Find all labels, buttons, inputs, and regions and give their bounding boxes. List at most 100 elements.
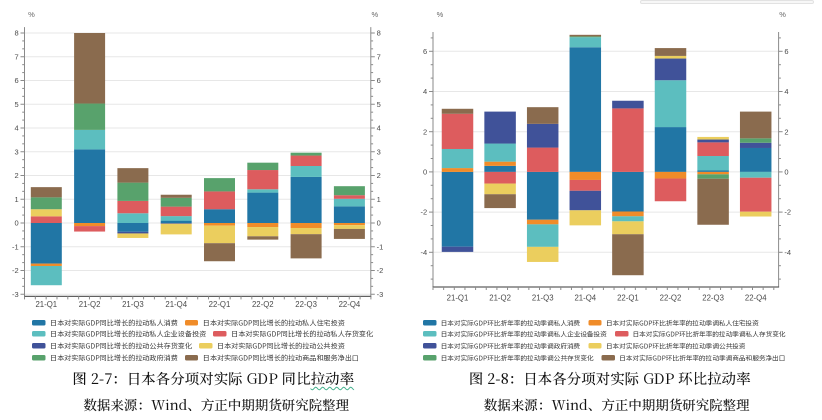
legend-swatch (185, 354, 199, 361)
figure-2-8-caption: 图 2-8：日本各分项对实际 GDP 环比拉动率 (468, 367, 751, 389)
y-axis-label: -2 (12, 266, 19, 275)
y-axis-label: 7 (15, 52, 19, 61)
x-axis-label: 21-Q3 (122, 300, 144, 309)
y-axis-label: 4 (15, 124, 19, 133)
legend-item: 日本对实际GDP环比折年率的拉动季调公共投资 (587, 341, 745, 350)
bar-segment (204, 243, 235, 262)
legend-item: 日本对实际GDP环比折年率的拉动季调公共存货变化 (422, 353, 593, 362)
bar-segment (160, 197, 192, 207)
stacked-bar-chart-yoy: 8 87 76 65 54 43 32 21 10 0-1 -1-2 -2-3 -3% %21-Q1 21-… (12, 10, 383, 309)
y-axis-label: 5 (15, 100, 19, 109)
legend-item: 日本对实际GDP同比增长的拉动公共投资 (199, 341, 345, 351)
bar-segment (117, 231, 149, 234)
bar-segment (30, 209, 62, 217)
bar-segment (160, 206, 192, 217)
legend-series-name: 日本对实际GDP环比折年率的拉动季调政府消费 (440, 340, 580, 351)
bar-segment (74, 223, 106, 227)
legend-series-name: 日本对实际GDP同比增长的拉动公共投资 (217, 340, 346, 351)
bar-segment (30, 263, 62, 266)
bar-segment (739, 142, 772, 148)
bar-segment (526, 107, 559, 124)
bar-segment (290, 166, 322, 177)
legend-series-name: 日本对实际GDP环比折年率的拉动季调私人住宅投资 (605, 317, 759, 328)
legend-swatch (422, 331, 437, 337)
bar-segment (441, 171, 474, 247)
bar-segment (526, 224, 559, 247)
bar-segment (569, 210, 602, 226)
x-axis-label: 22-Q2 (660, 294, 682, 303)
y-axis-label: -4 (784, 248, 791, 257)
legend-series-name: 日本对实际GDP同比增长的拉动商品和服务净出口 (203, 352, 360, 363)
x-axis-label: 21-Q4 (165, 300, 187, 309)
bar-segment (441, 168, 474, 172)
bar-segment (484, 111, 516, 144)
y-axis-label: 8 (15, 29, 19, 38)
bar-segment (247, 192, 279, 223)
bar-segment (484, 171, 516, 184)
bar-segment (160, 223, 192, 224)
legend-series-name: 日本对实际GDP环比折年率的拉动季调商品和服务净出口 (618, 352, 786, 363)
bar-segment (569, 190, 602, 211)
bar-segment (247, 223, 279, 228)
bar-segment (290, 223, 322, 228)
bar-segment (612, 234, 644, 276)
bar-segment (160, 194, 192, 198)
y-axis-label: -1 (12, 242, 19, 251)
bar-segment (30, 216, 62, 223)
y-axis-label: 8 (377, 29, 381, 38)
legend-row: 日本对实际GDP环比折年率的拉动季调政府消费 日本对实际GDP环比折年率的拉动季调… (422, 340, 745, 352)
bar-segment (612, 221, 644, 235)
bar-segment (333, 225, 365, 229)
bar-segment (204, 223, 235, 226)
legend-series-name: 日本对实际GDP同比增长的拉动政府消费 (50, 352, 179, 363)
unit-label: % (371, 10, 378, 19)
y-axis-label: -1 (377, 242, 384, 251)
bar-segment (612, 108, 644, 172)
bar-segment (697, 171, 729, 175)
unit-label: % (779, 10, 786, 19)
legend-item: 日本对实际GDP同比增长的拉动政府消费 (32, 352, 178, 362)
bar-segment (160, 223, 192, 235)
bar-segment (654, 58, 687, 81)
bar-segment (654, 127, 687, 172)
unit-label: % (28, 10, 35, 19)
bar-segment (697, 178, 729, 225)
y-axis-label: -2 (784, 208, 791, 217)
bar-segment (290, 152, 322, 156)
y-axis-label: 0 (423, 168, 427, 177)
bar-segment (739, 111, 772, 139)
bar-segment (247, 236, 279, 240)
bar-segment (333, 198, 365, 207)
bar-segment (74, 226, 106, 232)
bar-segment (569, 171, 602, 180)
x-ticks: 21-Q1 21-Q2 21-Q3 21-Q4 22-Q1 22-Q2 22-Q3 22-Q4 (24, 296, 372, 309)
legend-item: 日本对实际GDP同比增长的拉动商品和服务净出口 (185, 352, 359, 362)
bar-segment (290, 176, 322, 223)
bar-segment (697, 174, 729, 179)
bar-segment (739, 147, 772, 172)
bar-segment (204, 178, 235, 192)
x-axis-label: 22-Q1 (617, 294, 639, 303)
legend-item: 日本对实际GDP同比增长的拉动私人消费 (32, 317, 178, 327)
y-axis-label: -4 (421, 248, 428, 257)
bar-segment (526, 123, 559, 148)
y-axis-label: 6 (15, 76, 19, 85)
legend-swatch (32, 354, 46, 361)
legend-series-name: 日本对实际GDP同比增长的拉动私人消费 (50, 317, 179, 328)
bar-segment (30, 197, 62, 210)
bar-segment (569, 179, 602, 191)
y-axis-label: 6 (784, 47, 788, 56)
bar-segment (247, 189, 279, 193)
bar-segment (484, 183, 516, 195)
legend-series-name: 日本对实际GDP同比增长的拉动私人存货变化 (231, 329, 374, 340)
bar-segment (612, 211, 644, 217)
y-axis-label: 0 (377, 219, 381, 228)
unit-label: % (437, 10, 444, 19)
bar-segment (612, 100, 644, 109)
bar-segment (739, 171, 772, 178)
x-axis-label: 21-Q1 (447, 294, 469, 303)
bar-segment (697, 139, 729, 143)
legend-row: 日本对实际GDP环比折年率的拉动季调私人消费 日本对实际GDP环比折年率的拉动季调… (422, 317, 759, 329)
axes (432, 32, 780, 288)
